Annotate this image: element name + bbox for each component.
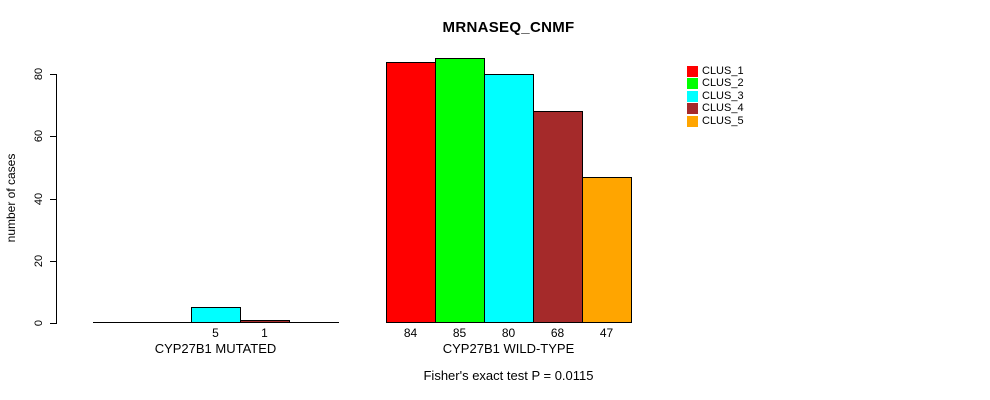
y-axis-label: number of cases — [4, 153, 18, 243]
y-tick-label: 80 — [33, 67, 45, 81]
bar-cyp27b1-mutated-clus-5-zero — [289, 322, 339, 323]
bar-value-label-cyp27b1-wild-type-clus-5: 47 — [599, 326, 614, 340]
y-tick-mark — [50, 74, 56, 75]
y-tick-label: 20 — [33, 254, 45, 268]
legend-swatch-clus-2 — [687, 78, 698, 89]
legend-label-clus-2: CLUS_2 — [702, 77, 744, 89]
bar-value-label-cyp27b1-mutated-clus-3: 5 — [212, 326, 219, 340]
bar-cyp27b1-wild-type-clus-4 — [533, 111, 583, 323]
y-tick-label: 40 — [33, 192, 45, 206]
legend-label-clus-5: CLUS_5 — [702, 115, 744, 127]
legend-label-clus-4: CLUS_4 — [702, 102, 744, 114]
bar-cyp27b1-wild-type-clus-5 — [582, 177, 632, 323]
bar-value-label-cyp27b1-wild-type-clus-2: 85 — [452, 326, 467, 340]
y-tick-label: 60 — [33, 129, 45, 143]
bar-value-label-cyp27b1-wild-type-clus-4: 68 — [550, 326, 565, 340]
y-tick-mark — [50, 136, 56, 137]
legend-swatch-clus-3 — [687, 91, 698, 102]
y-tick-mark — [50, 261, 56, 262]
bar-value-label-cyp27b1-wild-type-clus-1: 84 — [403, 326, 418, 340]
y-tick-label: 0 — [33, 319, 45, 327]
legend-label-clus-3: CLUS_3 — [702, 90, 744, 102]
bar-cyp27b1-mutated-clus-4 — [240, 320, 290, 323]
chart-title: MRNASEQ_CNMF — [442, 19, 575, 36]
x-group-label-cyp27b1-wild-type: CYP27B1 WILD-TYPE — [442, 341, 575, 356]
bar-value-label-cyp27b1-wild-type-clus-3: 80 — [501, 326, 516, 340]
bar-cyp27b1-wild-type-clus-2 — [435, 58, 485, 323]
bar-value-label-cyp27b1-mutated-clus-4: 1 — [261, 326, 268, 340]
bar-cyp27b1-mutated-clus-1-zero — [93, 322, 143, 323]
bar-cyp27b1-wild-type-clus-3 — [484, 74, 534, 323]
legend-swatch-clus-5 — [687, 116, 698, 127]
bar-cyp27b1-mutated-clus-3 — [191, 307, 241, 323]
legend-label-clus-1: CLUS_1 — [702, 65, 744, 77]
legend-swatch-clus-4 — [687, 103, 698, 114]
y-tick-mark — [50, 199, 56, 200]
y-axis-line — [56, 74, 57, 324]
x-group-label-cyp27b1-mutated: CYP27B1 MUTATED — [154, 341, 277, 356]
stat-annotation: Fisher's exact test P = 0.0115 — [423, 368, 594, 383]
bar-cyp27b1-mutated-clus-2-zero — [142, 322, 192, 323]
legend-swatch-clus-1 — [687, 66, 698, 77]
y-tick-mark — [50, 323, 56, 324]
bar-cyp27b1-wild-type-clus-1 — [386, 62, 436, 323]
